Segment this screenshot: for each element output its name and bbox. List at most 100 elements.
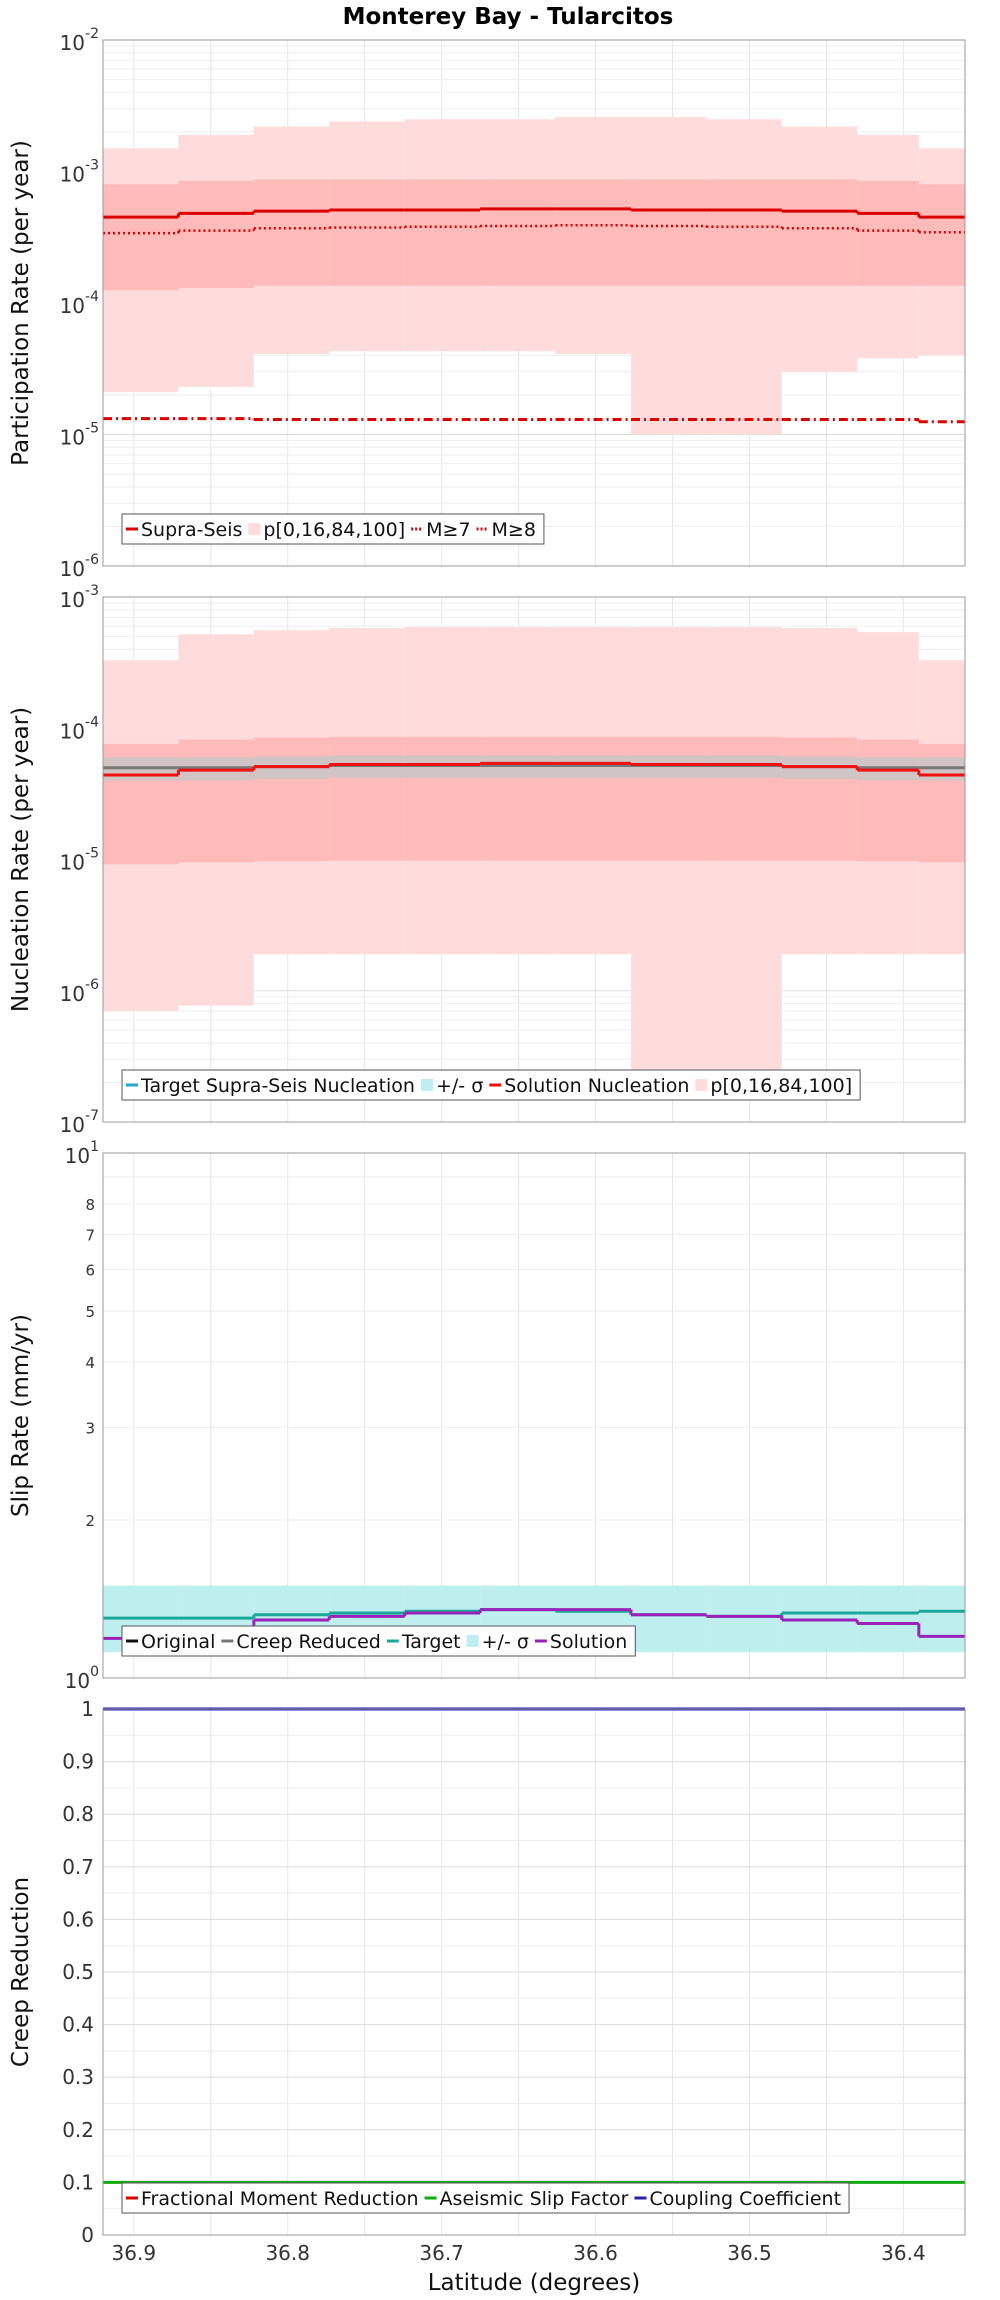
band-segment	[706, 736, 782, 861]
y-tick-label: 10-5	[60, 421, 99, 450]
y-tick-label: 0.7	[62, 1855, 94, 1879]
y-axis-title: Creep Reduction	[8, 1877, 34, 2067]
y-tick-label: 10-6	[60, 977, 100, 1006]
x-tick-label: 36.4	[881, 2241, 926, 2265]
legend-entry: p[0,16,84,100]	[695, 1075, 852, 1097]
y-minor-tick-label: 3	[85, 1420, 95, 1438]
band-segment	[630, 1585, 707, 1653]
legend-label: p[0,16,84,100]	[263, 519, 405, 541]
y-tick-label: 10-4	[60, 714, 100, 743]
y-tick-label: 10-7	[60, 1108, 99, 1137]
band-segment	[857, 1585, 919, 1653]
legend-swatch	[420, 1079, 433, 1091]
legend-swatch	[248, 523, 261, 535]
y-axis-title: Participation Rate (per year)	[8, 140, 34, 466]
legend-swatch	[695, 1079, 708, 1091]
legend-entry: Coupling Coefficient	[634, 2188, 841, 2210]
legend-label: Fractional Moment Reduction	[141, 2188, 419, 2210]
legend-frame	[121, 2182, 850, 2214]
legend-frame	[121, 1625, 636, 1657]
band-segment	[918, 1585, 965, 1653]
x-tick-label: 36.8	[265, 2241, 310, 2265]
legend-entry: Original	[126, 1631, 215, 1653]
panel-4: 0 0.1 0.2 0.3 0.4 0.5 0.6 0.7 0.8 0.9 1 Creep Reduc…	[8, 1697, 966, 2247]
legend-entry: Target	[386, 1631, 461, 1653]
panel-1: 10-6 10-5 10-4 10-3 10-2 Participation Rate (…	[8, 26, 966, 581]
legend-label: Creep Reduced	[236, 1631, 380, 1653]
legend-entry: Aseismic Slip Factor	[424, 2188, 629, 2210]
panel-3: 100 101 2 3 4 5 6 7 8 Slip Rate (mm/yr) Original Cr…	[8, 1139, 966, 1693]
y-tick-label: 10-5	[60, 846, 99, 875]
band-segment	[329, 179, 405, 286]
legend-label: Supra-Seis	[141, 519, 242, 541]
y-tick-label: 0.1	[62, 2170, 94, 2194]
chart-title: Monterey Bay - Tularcitos	[343, 4, 674, 30]
y-tick-label: 100	[65, 1664, 99, 1693]
y-tick-label: 10-3	[60, 158, 99, 187]
legend-label: M≥8	[492, 519, 536, 541]
band-segment	[253, 737, 330, 862]
y-tick-label: 0.6	[62, 1907, 94, 1931]
y-tick-label: 0.4	[62, 2013, 94, 2037]
plot-frame	[102, 39, 966, 567]
series-supra-seis	[103, 207, 965, 219]
band-segment	[555, 179, 631, 286]
x-tick-label: 36.9	[112, 2241, 157, 2265]
legend-label: Target Supra-Seis Nucleation	[140, 1075, 415, 1097]
y-minor-tick-label: 4	[85, 1354, 95, 1372]
plot-frame	[102, 1152, 966, 1679]
x-tick-label: 36.6	[573, 2241, 618, 2265]
legend-label: Solution Nucleation	[504, 1075, 689, 1097]
y-tick-label: 1	[81, 1697, 94, 1721]
y-minor-tick-label: 7	[85, 1226, 95, 1244]
band-segment	[706, 179, 782, 286]
band-segment	[480, 736, 556, 861]
legend-entry: Solution	[534, 1631, 627, 1653]
band-segment	[253, 179, 330, 286]
y-minor-tick-label: 6	[85, 1261, 95, 1279]
y-tick-label: 10-4	[60, 289, 100, 318]
y-tick-label: 0.3	[62, 2065, 94, 2089]
legend-entry: +/- σ	[466, 1631, 529, 1653]
y-tick-label: 0.9	[62, 1750, 94, 1774]
legend-entry: Supra-Seis	[126, 519, 242, 541]
x-tick-label: 36.7	[419, 2241, 464, 2265]
y-tick-label: 101	[65, 1139, 99, 1168]
legend-label: p[0,16,84,100]	[710, 1075, 852, 1097]
legend-entry: p[0,16,84,100]	[248, 519, 405, 541]
legend-entry: M≥8	[476, 519, 536, 541]
legend-entry: Fractional Moment Reduction	[126, 2188, 419, 2210]
y-axis-title: Nucleation Rate (per year)	[8, 707, 34, 1012]
grid	[103, 1153, 965, 1679]
band-segment	[178, 180, 254, 289]
legend-label: Target	[401, 1631, 461, 1653]
legend-entry: M≥7	[411, 519, 471, 541]
band-segment	[404, 179, 481, 286]
series-m-7	[103, 224, 965, 235]
y-tick-label: 0	[81, 2223, 94, 2247]
x-axis-title: Latitude (degrees)	[428, 2270, 641, 2296]
legend: Target Supra-Seis Nucleation +/- σ Solutio…	[121, 1069, 861, 1101]
y-tick-label: 0.5	[62, 1960, 94, 1984]
band-segment	[630, 179, 707, 286]
band-segment	[706, 1585, 782, 1653]
y-tick-label: 10-3	[60, 583, 99, 612]
y-minor-tick-label: 2	[85, 1512, 95, 1530]
band-segment	[781, 179, 858, 286]
legend-label: Solution	[550, 1631, 627, 1653]
band-segment	[103, 184, 179, 291]
legend-entry: Solution Nucleation	[489, 1075, 689, 1097]
band-p16-84	[103, 179, 965, 291]
band-segment	[918, 184, 965, 286]
y-minor-tick-label: 5	[85, 1303, 95, 1321]
y-axis-title: Slip Rate (mm/yr)	[8, 1314, 34, 1517]
legend-entry: +/- σ	[420, 1075, 483, 1097]
x-tick-label: 36.5	[727, 2241, 772, 2265]
legend-label: +/- σ	[482, 1631, 529, 1653]
y-minor-tick-label: 8	[85, 1196, 95, 1214]
y-tick-label: 0.8	[62, 1802, 94, 1826]
legend-entry: Target Supra-Seis Nucleation	[126, 1075, 415, 1097]
plot-frame	[102, 596, 966, 1123]
y-tick-label: 0.2	[62, 2118, 94, 2142]
